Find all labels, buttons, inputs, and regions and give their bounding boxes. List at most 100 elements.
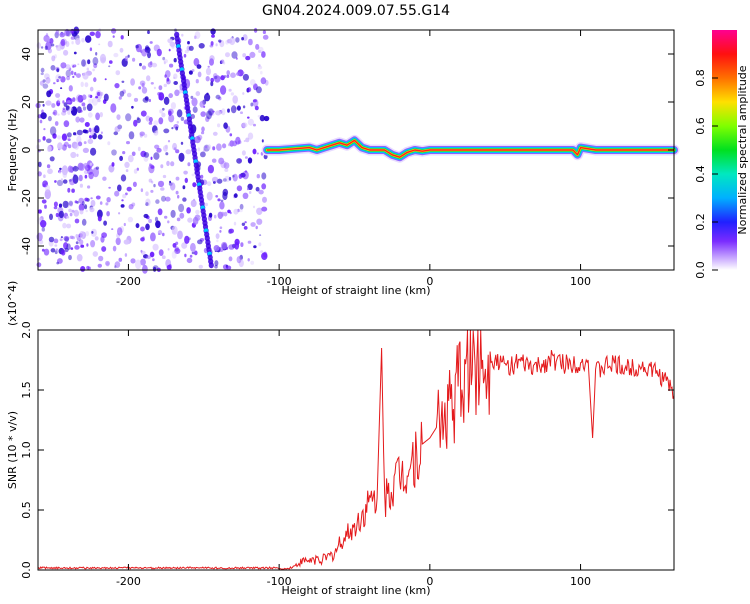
noise-speckle [247, 258, 250, 262]
noise-speckle [226, 74, 230, 78]
snr-y-tick-label: 2.0 [20, 321, 33, 339]
noise-speckle [200, 111, 206, 117]
noise-speckle [168, 110, 172, 116]
noise-speckle [68, 85, 73, 92]
noise-speckle [153, 86, 156, 90]
noise-speckle [58, 171, 62, 174]
noise-speckle [70, 151, 77, 159]
noise-speckle [95, 195, 101, 200]
noise-speckle [64, 247, 69, 253]
noise-speckle [211, 176, 219, 183]
noise-speckle [81, 38, 85, 43]
noise-speckle [80, 266, 86, 272]
noise-speckle [90, 199, 96, 207]
noise-speckle [66, 243, 71, 250]
noise-speckle [168, 93, 173, 99]
noise-speckle [74, 218, 80, 224]
spectrogram-y-tick-label: -40 [20, 237, 33, 255]
noise-speckle [120, 204, 125, 208]
noise-speckle [112, 245, 117, 252]
noise-speckle [118, 96, 122, 100]
noise-speckle [187, 41, 190, 45]
noise-speckle [235, 37, 240, 43]
noise-speckle [84, 174, 88, 179]
noise-speckle [41, 227, 45, 232]
noise-speckle [66, 223, 72, 229]
noise-speckle [42, 183, 46, 188]
noise-speckle [187, 217, 193, 223]
noise-speckle [204, 93, 211, 102]
noise-speckle [199, 216, 202, 219]
noise-speckle [151, 180, 154, 184]
noise-speckle [59, 238, 63, 242]
noise-speckle [131, 105, 134, 109]
noise-speckle [41, 199, 47, 204]
noise-speckle [62, 109, 67, 113]
noise-speckle [75, 116, 80, 123]
noise-speckle [191, 97, 198, 107]
noise-speckle [65, 69, 72, 77]
noise-speckle [97, 134, 103, 140]
noise-speckle [158, 92, 165, 101]
noise-speckle [62, 171, 68, 178]
noise-speckle [163, 145, 168, 152]
noise-speckle [62, 107, 65, 111]
noise-speckle [174, 89, 180, 97]
noise-speckle [114, 265, 117, 269]
noise-speckle [58, 203, 63, 208]
noise-speckle [40, 46, 44, 49]
noise-speckle [236, 72, 241, 76]
noise-speckle [40, 67, 45, 73]
noise-speckle [126, 92, 132, 98]
chart-title: GN04.2024.009.07.55.G14 [262, 3, 450, 19]
snr-y-tick-label: 0.0 [20, 561, 33, 579]
noise-speckle [86, 243, 89, 247]
noise-speckle [43, 35, 50, 42]
noise-speckle [174, 246, 179, 252]
noise-speckle [117, 124, 123, 130]
noise-speckle [214, 260, 219, 267]
spectrogram-x-tick-label: 100 [570, 275, 591, 288]
noise-speckle [55, 93, 61, 98]
noise-speckle [79, 109, 83, 113]
noise-speckle [124, 253, 128, 257]
noise-speckle [60, 236, 64, 239]
noise-speckle [162, 56, 166, 61]
noise-speckle [123, 222, 126, 227]
noise-speckle [253, 245, 257, 249]
noise-speckle [210, 28, 216, 35]
noise-speckle [46, 164, 51, 169]
noise-speckle [212, 110, 215, 113]
noise-speckle [228, 244, 235, 250]
noise-speckle [229, 37, 236, 46]
noise-speckle [98, 255, 104, 262]
noise-speckle [40, 112, 47, 120]
noise-speckle [114, 190, 120, 197]
noise-speckle [45, 33, 49, 37]
noise-speckle [169, 180, 172, 184]
noise-speckle [228, 88, 232, 92]
noise-speckle [158, 85, 163, 91]
noise-speckle [64, 28, 70, 37]
noise-speckle [89, 86, 94, 92]
noise-speckle [115, 70, 121, 76]
noise-speckle [260, 250, 264, 253]
noise-speckle [202, 179, 208, 186]
noise-speckle [236, 256, 242, 264]
noise-speckle [179, 212, 185, 219]
noise-speckle [242, 71, 245, 74]
noise-speckle [82, 72, 89, 80]
noise-speckle [221, 241, 228, 250]
noise-speckle [218, 157, 225, 165]
noise-speckle [65, 64, 71, 70]
noise-speckle [203, 148, 206, 152]
noise-speckle [224, 168, 229, 173]
snr-y-tick-label: 1.5 [20, 381, 33, 399]
noise-speckle [128, 204, 134, 210]
noise-speckle [114, 126, 121, 133]
noise-speckle [233, 208, 239, 215]
spectrogram-y-tick-label: 0 [20, 147, 33, 154]
noise-speckle [192, 182, 197, 188]
noise-speckle [119, 155, 123, 161]
noise-speckle [80, 244, 85, 248]
